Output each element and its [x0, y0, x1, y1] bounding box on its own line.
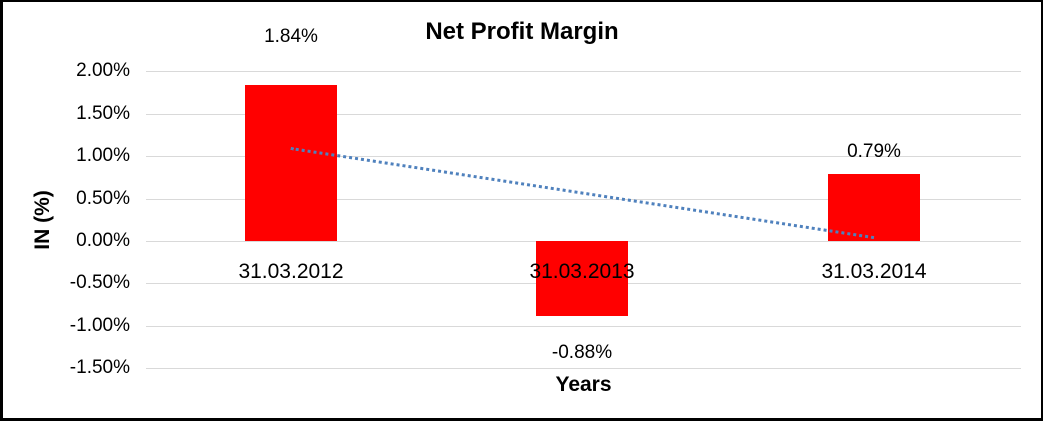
gridline	[146, 326, 1021, 327]
y-tick-label: 1.50%	[76, 103, 130, 124]
bar-31.03.2013	[536, 241, 628, 316]
gridline	[146, 114, 1021, 115]
gridline	[146, 71, 1021, 72]
y-tick-label: -1.00%	[69, 315, 130, 336]
category-label: 31.03.2014	[821, 260, 927, 283]
gridline	[146, 156, 1021, 157]
y-tick-label: 0.50%	[76, 188, 130, 209]
labels-layer: 31.03.2012 1.84% 31.03.2013 -0.88% 31.03.201…	[3, 2, 1041, 418]
y-tick-label: 0.00%	[76, 230, 130, 251]
chart-title: Net Profit Margin	[425, 18, 619, 45]
gridline	[146, 368, 1021, 369]
x-axis-title: Years	[555, 373, 612, 396]
gridline	[146, 199, 1021, 200]
bar-31.03.2014	[828, 174, 920, 241]
category-label: 31.03.2012	[238, 260, 344, 283]
category-label: 31.03.2013	[529, 260, 635, 283]
y-tick-label: -0.50%	[69, 272, 130, 293]
y-tick-label: 2.00%	[76, 60, 130, 81]
bar-31.03.2012	[245, 85, 337, 241]
y-tick-label: 1.00%	[76, 145, 130, 166]
bars-layer	[3, 2, 1041, 418]
value-label: 1.84%	[264, 26, 318, 47]
value-label: 0.79%	[847, 141, 901, 162]
value-label: -0.88%	[551, 342, 613, 363]
y-tick-label: -1.50%	[69, 357, 130, 378]
